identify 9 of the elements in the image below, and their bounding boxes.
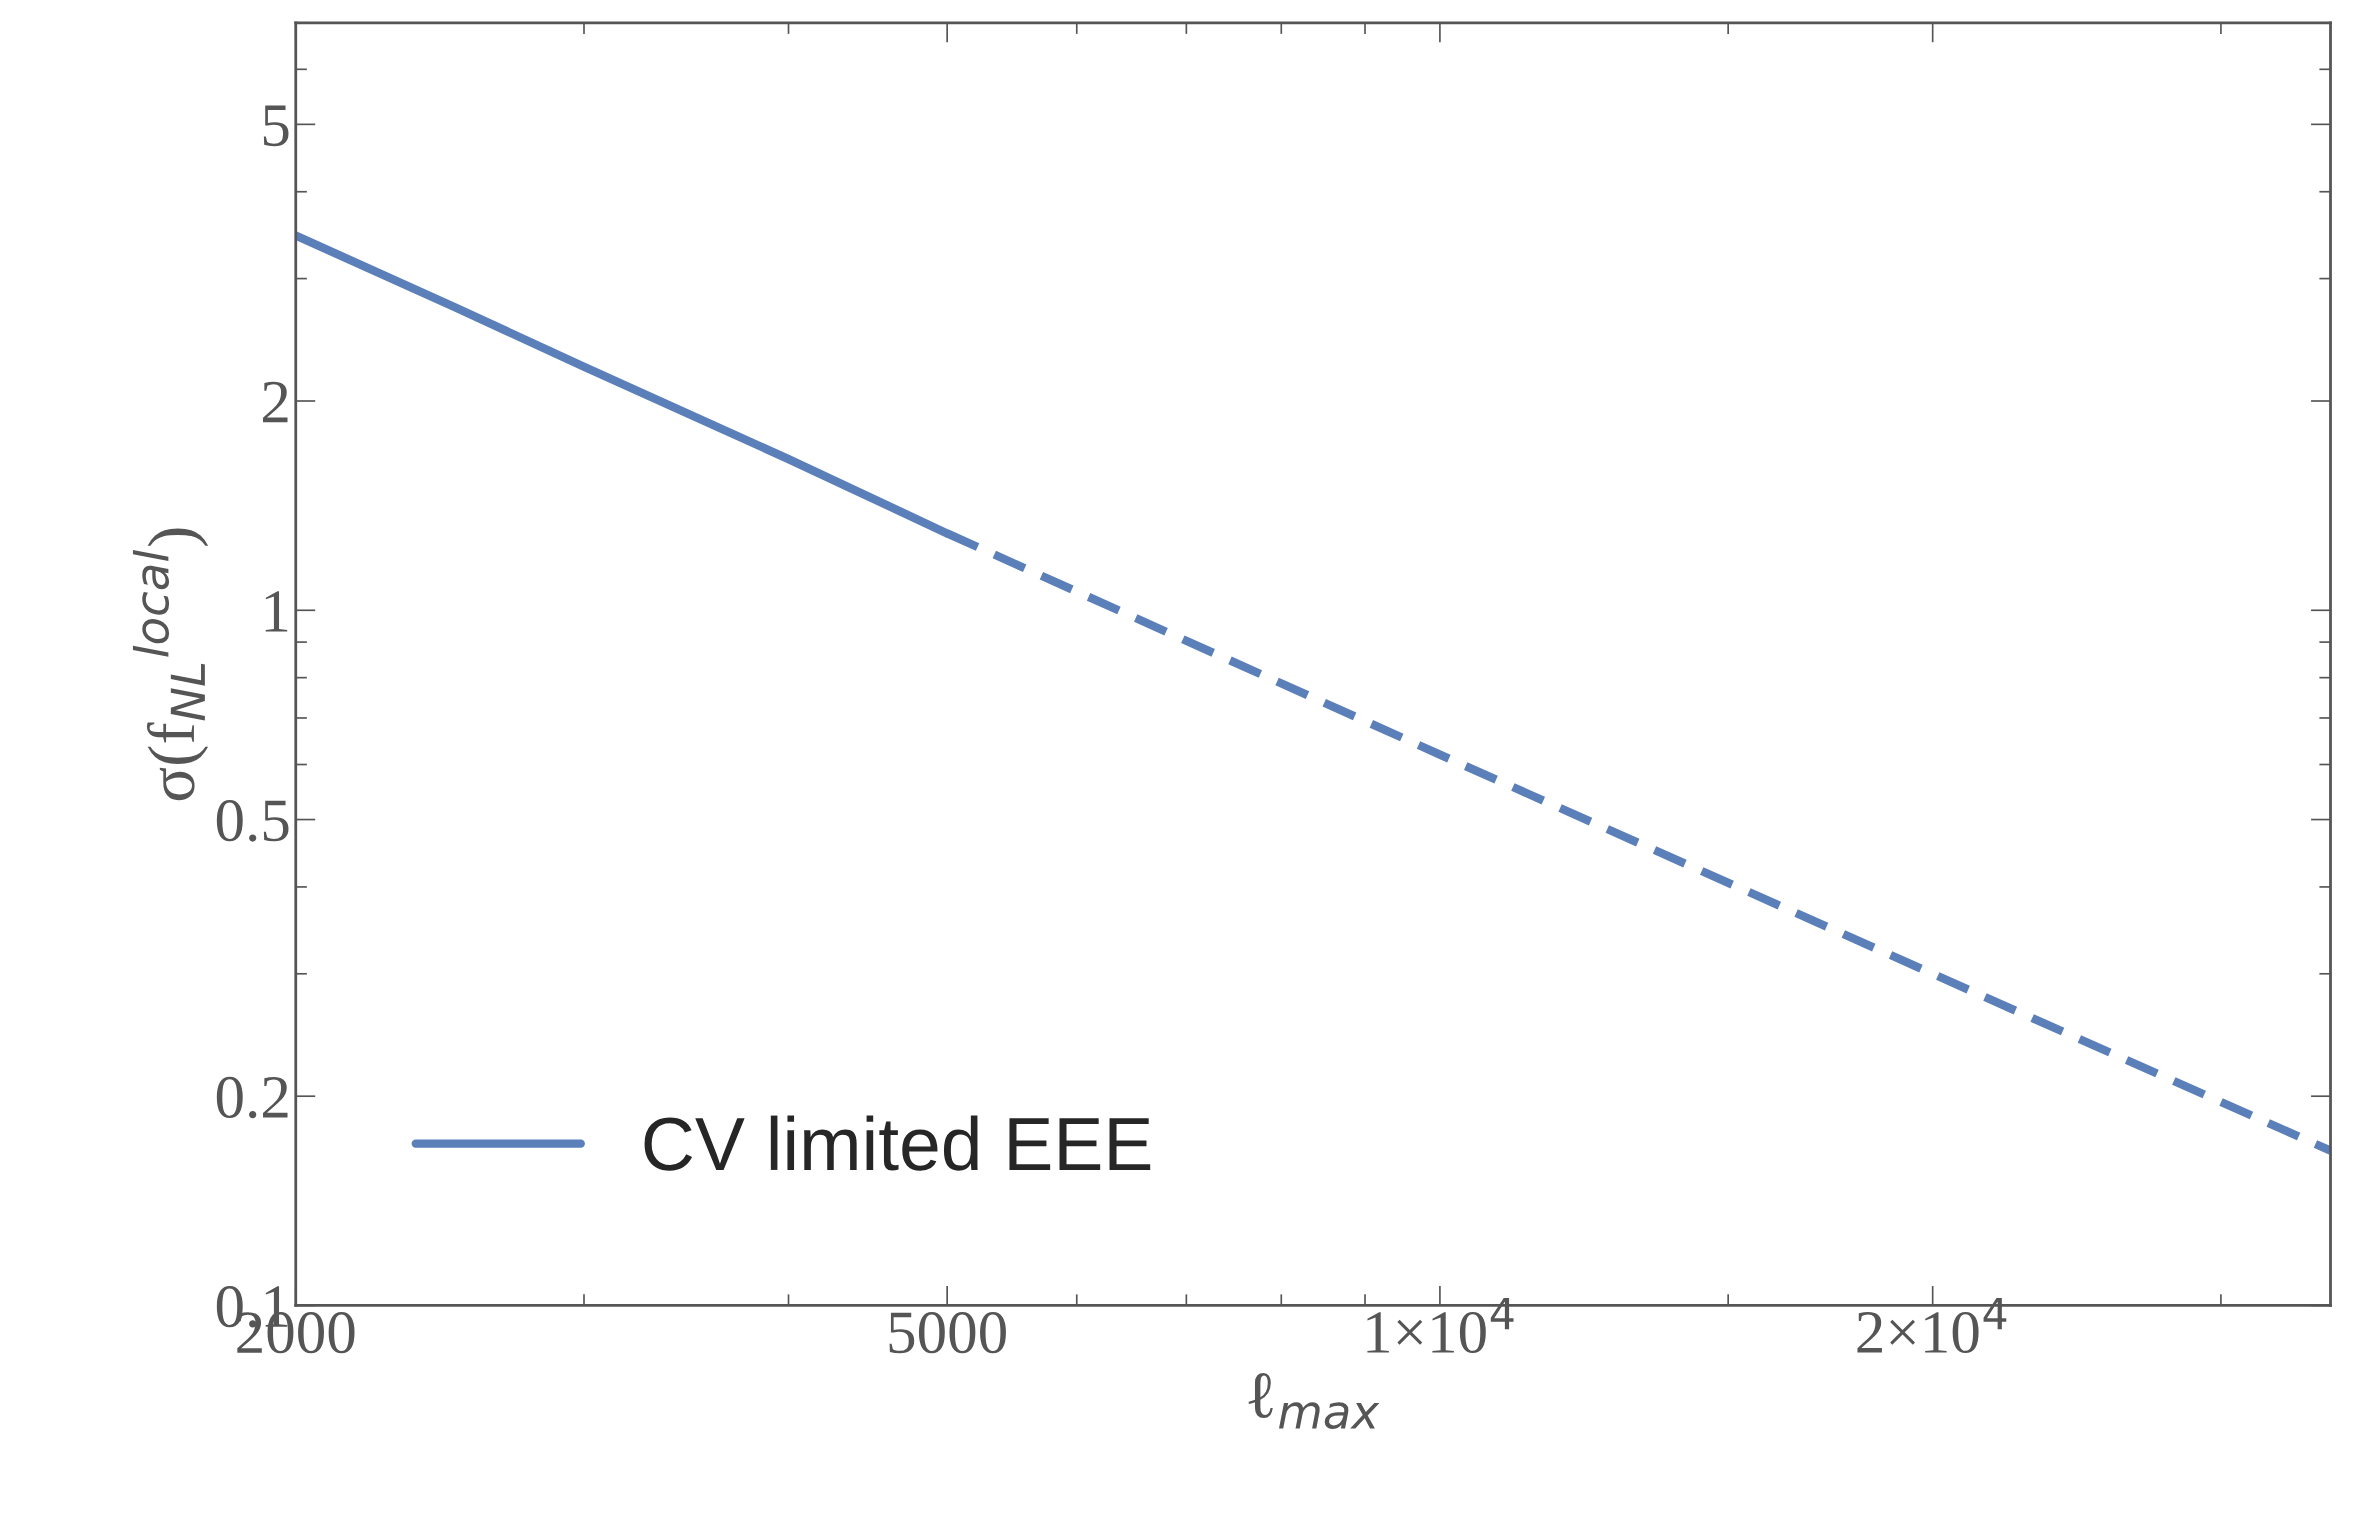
y-axis-title: σ(f$_{NL}$$^{local}$) (132, 528, 209, 801)
y-tick-label: 0.5 (216, 800, 289, 842)
x-axis-title: ℓ$_{max}$ (1248, 1373, 1380, 1430)
legend-label: CV limited EEE (644, 1115, 1151, 1171)
y-tick-label: 2 (263, 381, 288, 423)
y-tick-label: 0.2 (216, 1076, 288, 1119)
y-tick-label: 5 (263, 105, 289, 147)
y-tick-label: 1 (265, 591, 288, 632)
x-tick-label: 5000 (889, 1312, 1006, 1354)
